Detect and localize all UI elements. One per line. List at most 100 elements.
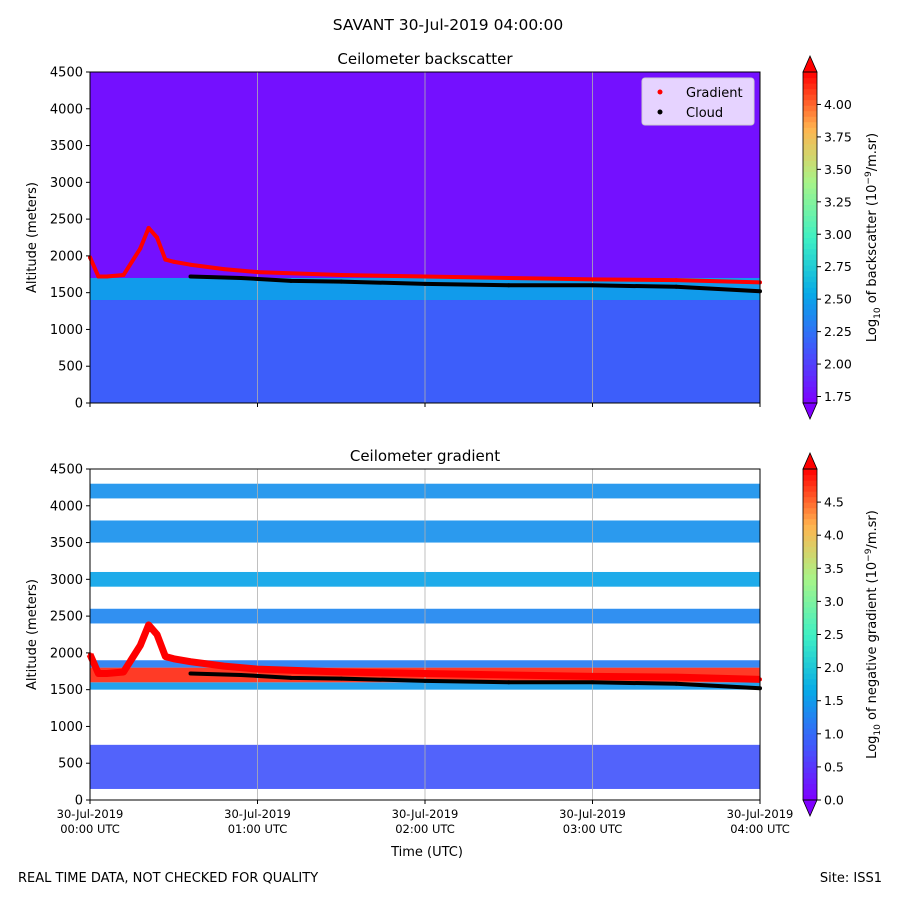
- x-tick-label: 04:00 UTC: [730, 822, 790, 836]
- colorbar-segment: [803, 165, 817, 172]
- y-tick-label: 4000: [50, 102, 83, 117]
- y-tick-label: 2000: [50, 646, 83, 661]
- gradient-point: [146, 622, 151, 627]
- cloud-point: [289, 675, 293, 680]
- colorbar-segment: [803, 369, 817, 377]
- colorbar-segment: [803, 303, 817, 310]
- colorbar-tick-label: 2.00: [824, 357, 852, 372]
- colorbar-segment: [803, 248, 817, 255]
- colorbar-segment: [803, 226, 817, 233]
- colorbar-segment: [803, 375, 817, 382]
- colorbar-label-part: /m.sr): [865, 510, 880, 548]
- colorbar-segment: [803, 645, 817, 652]
- colorbar-segment: [803, 656, 817, 663]
- colorbar-segment: [803, 535, 817, 542]
- colorbar-tick-label: 3.75: [824, 129, 852, 144]
- colorbar-label-part: 10: [873, 724, 883, 736]
- gradient-point: [222, 267, 226, 272]
- x-tick-label: 02:00 UTC: [395, 822, 455, 836]
- colorbar-segment: [803, 364, 817, 371]
- gradient-point: [171, 259, 176, 264]
- colorbar-segment: [803, 728, 817, 735]
- y-tick-label: 2500: [50, 213, 83, 228]
- colorbar-tick-label: 2.50: [824, 292, 852, 307]
- colorbar-segment: [803, 662, 817, 669]
- colorbar-segment: [803, 116, 817, 123]
- colorbar-segment: [803, 540, 817, 547]
- colorbar-segment: [803, 722, 817, 729]
- colorbar-segment: [803, 265, 817, 272]
- colorbar-tick-label: 1.75: [824, 389, 852, 404]
- colorbar-segment: [803, 83, 817, 90]
- colorbar-segment: [803, 695, 817, 702]
- colorbar-segment: [803, 347, 817, 354]
- colorbar-tick-label: 2.25: [824, 324, 852, 339]
- gradient-series-line: [88, 225, 761, 285]
- y-tick-label: 3500: [50, 536, 83, 551]
- legend-box: [641, 77, 755, 126]
- colorbar-segment: [803, 121, 817, 128]
- colorbar-tick-label: 3.25: [824, 194, 852, 209]
- cloud-point: [590, 283, 595, 288]
- colorbar-segment: [803, 88, 817, 95]
- gradient-point: [163, 654, 168, 659]
- colorbar-segment: [803, 794, 817, 801]
- colorbar-segment: [803, 138, 817, 145]
- colorbar-segment: [803, 678, 817, 685]
- colorbar-frame: [802, 71, 818, 404]
- colorbar-segment: [803, 480, 817, 487]
- colorbar-tick-label: 1.0: [824, 726, 844, 741]
- colorbar-segment: [803, 331, 817, 338]
- colorbar-segment: [803, 507, 817, 514]
- colorbar-segment: [803, 314, 817, 321]
- gradient-point: [255, 270, 260, 275]
- colorbar-segment: [803, 485, 817, 492]
- cloud-point: [506, 680, 511, 685]
- colorbar-tick-label: 0.0: [824, 793, 844, 808]
- gradient-point: [339, 670, 344, 675]
- gradient-point: [121, 670, 126, 675]
- colorbar-segment: [803, 254, 817, 261]
- y-tick-label: 4000: [50, 499, 83, 514]
- colorbar-segment: [803, 634, 817, 641]
- colorbar-segment: [803, 617, 817, 625]
- legend-marker: [657, 109, 663, 115]
- colorbar-segment: [803, 667, 817, 674]
- y-tick-label: 500: [58, 360, 83, 375]
- colorbar-segment: [803, 110, 817, 117]
- colorbar-segment: [803, 750, 817, 757]
- colorbar-segment: [803, 590, 817, 597]
- colorbar-segment: [803, 595, 817, 602]
- legend-label: Gradient: [686, 86, 743, 101]
- x-tick-label: 30-Jul-2019: [57, 807, 124, 821]
- colorbar-segment: [803, 99, 817, 106]
- colorbar-segment: [803, 584, 817, 591]
- colorbar-min-arrow: [802, 799, 818, 817]
- colorbar-label: Log10 of negative gradient (10−9/m.sr): [864, 510, 883, 759]
- colorbar-segment: [803, 739, 817, 746]
- colorbar-label-part: /m.sr): [865, 133, 880, 171]
- colorbar-tick-label: 2.5: [824, 627, 844, 642]
- colorbar-segment: [803, 105, 817, 112]
- gradient-point: [188, 262, 193, 267]
- colorbar-segment: [803, 788, 817, 796]
- x-tick-label: 03:00 UTC: [563, 822, 623, 836]
- colorbar-segment: [803, 744, 817, 751]
- gradient-point: [423, 274, 427, 279]
- y-tick-label: 1000: [50, 323, 83, 338]
- colorbar: 0.0 0.5 1.0 1.5 2.0 2.5 3.0 3.5 4.0 4.5 Log10 of n…: [802, 452, 883, 817]
- colorbar-label: Log10 of backscatter (10−9/m.sr): [864, 133, 883, 342]
- colorbar-segment: [803, 149, 817, 156]
- colorbar-segment: [803, 270, 817, 277]
- colorbar-segment: [803, 628, 817, 636]
- colorbar-segment: [803, 601, 817, 608]
- colorbar-segment: [803, 777, 817, 785]
- cloud-point: [674, 681, 679, 686]
- colorbar-tick-label: 3.50: [824, 162, 852, 177]
- colorbar-segment: [803, 353, 817, 360]
- colorbar-segment: [803, 237, 817, 244]
- colorbar-segment: [803, 700, 817, 707]
- gradient-point: [339, 273, 344, 278]
- gradient-point: [96, 274, 101, 279]
- colorbar-segment: [803, 342, 817, 349]
